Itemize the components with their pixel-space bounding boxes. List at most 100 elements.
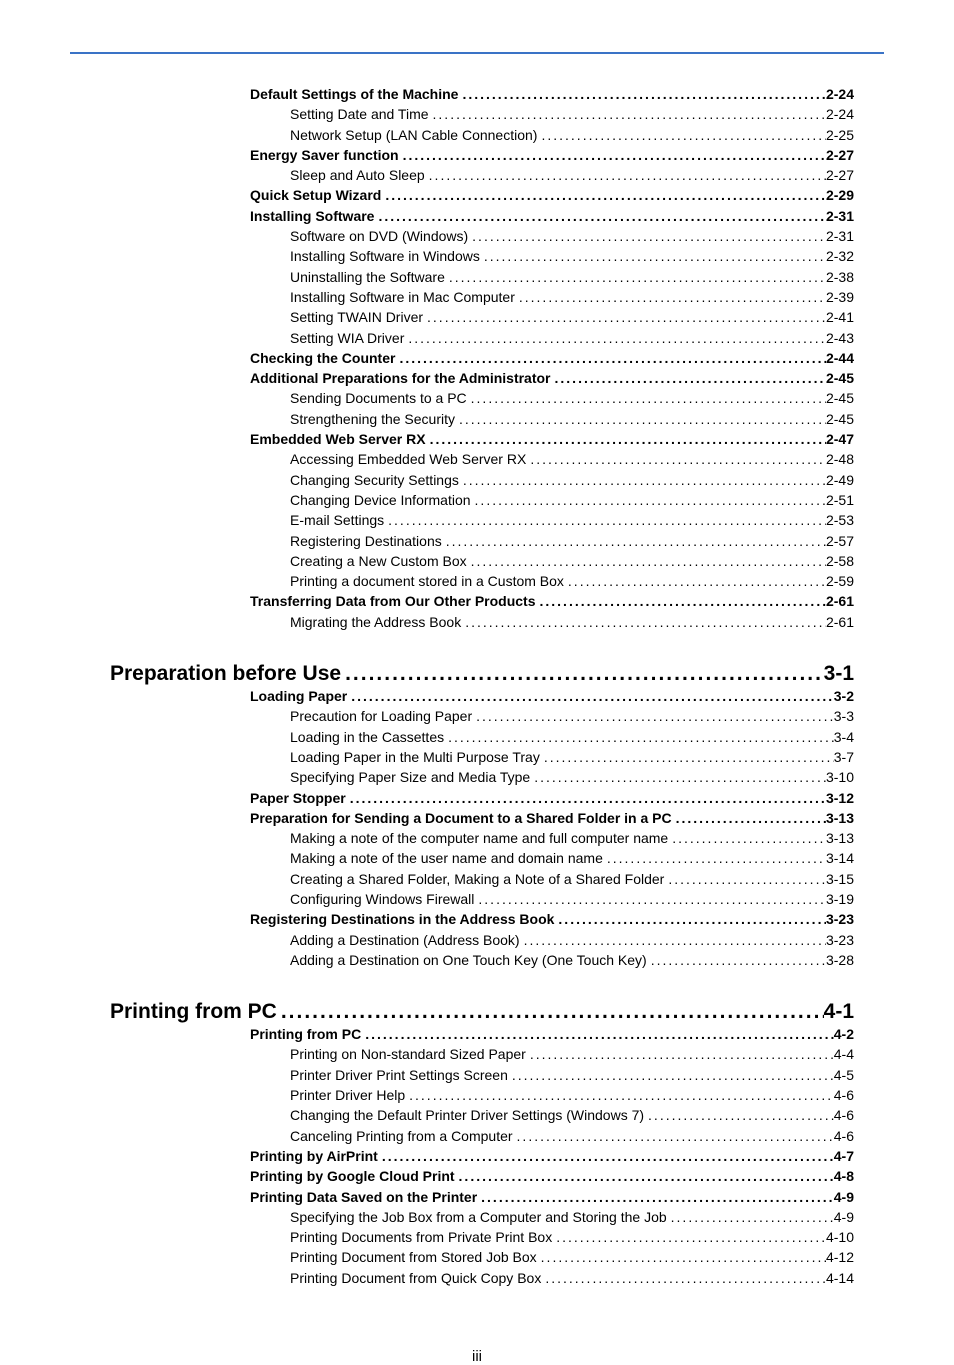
toc-entry-page: 3-23 — [826, 909, 854, 929]
toc-entry-l2: Sleep and Auto Sleep ...................… — [250, 165, 854, 185]
toc-entry-page: 3-28 — [826, 950, 854, 970]
toc-entry-page: 2-24 — [826, 104, 854, 124]
toc-entry-l1: Energy Saver function ..................… — [250, 145, 854, 165]
leader-dots: ........................................… — [444, 727, 834, 747]
toc-entry-title: Embedded Web Server RX — [250, 429, 426, 449]
leader-dots: ........................................… — [426, 429, 826, 449]
toc-entry-l2: Canceling Printing from a Computer .....… — [250, 1126, 854, 1146]
leader-dots: ........................................… — [423, 307, 826, 327]
toc-entry-l2: Making a note of the user name and domai… — [250, 848, 854, 868]
toc-entry-title: Transferring Data from Our Other Product… — [250, 591, 536, 611]
toc-entry-page: 4-9 — [834, 1207, 854, 1227]
leader-dots: ........................................… — [552, 1227, 826, 1247]
leader-dots: ........................................… — [395, 348, 826, 368]
leader-dots: ........................................… — [461, 612, 826, 632]
leader-dots: ........................................… — [455, 1166, 834, 1186]
toc-section: 4Printing from PC ......................… — [110, 1000, 854, 1288]
toc-entry-title: Printing Document from Quick Copy Box — [290, 1268, 541, 1288]
toc-entry-l1: Printing by AirPrint ...................… — [250, 1146, 854, 1166]
toc-entry-title: Loading Paper — [250, 686, 347, 706]
toc-entry-page: 3-13 — [826, 808, 854, 828]
toc-entry-title: E-mail Settings — [290, 510, 384, 530]
toc-entry-title: Registering Destinations in the Address … — [250, 909, 554, 929]
leader-dots: ........................................… — [468, 226, 826, 246]
toc-entry-title: Making a note of the computer name and f… — [290, 828, 668, 848]
toc-entry-l2: Precaution for Loading Paper ...........… — [250, 706, 854, 726]
page-number: iii — [0, 1348, 954, 1365]
leader-dots: ........................................… — [537, 1247, 826, 1267]
toc-entry-l2: Accessing Embedded Web Server RX .......… — [250, 449, 854, 469]
toc-entry-page: 4-6 — [834, 1105, 854, 1125]
toc-entry-l2: Uninstalling the Software ..............… — [250, 267, 854, 287]
toc-entry-l1: Checking the Counter ...................… — [250, 348, 854, 368]
toc-entry-l2: Printer Driver Print Settings Screen ...… — [250, 1065, 854, 1085]
leader-dots: ........................................… — [442, 531, 826, 551]
leader-dots: ........................................… — [474, 889, 826, 909]
toc-section: Default Settings of the Machine ........… — [110, 84, 854, 632]
toc-entry-page: 2-39 — [826, 287, 854, 307]
toc-entry-page: 4-6 — [834, 1126, 854, 1146]
toc-entry-page: 4-5 — [834, 1065, 854, 1085]
toc-entry-page: 4-12 — [826, 1247, 854, 1267]
toc-entry-page: 3-3 — [834, 706, 854, 726]
toc-entries: Default Settings of the Machine ........… — [250, 84, 854, 632]
toc-entry-l2: Loading Paper in the Multi Purpose Tray … — [250, 747, 854, 767]
toc-entry-page: 2-45 — [826, 409, 854, 429]
toc-entry-l2: Setting WIA Driver .....................… — [250, 328, 854, 348]
toc-entries: Printing from PC .......................… — [250, 1024, 854, 1288]
toc-entry-l1: Installing Software ....................… — [250, 206, 854, 226]
leader-dots: ........................................… — [445, 267, 826, 287]
toc-entry-l2: Adding a Destination on One Touch Key (O… — [250, 950, 854, 970]
toc-entry-l2: Specifying Paper Size and Media Type ...… — [250, 767, 854, 787]
toc-entry-page: 3-4 — [834, 727, 854, 747]
toc-entry-l2: Loading in the Cassettes ...............… — [250, 727, 854, 747]
toc-entry-title: Installing Software in Windows — [290, 246, 480, 266]
toc-entry-page: 2-43 — [826, 328, 854, 348]
leader-dots: ........................................… — [425, 165, 826, 185]
toc-entry-title: Checking the Counter — [250, 348, 395, 368]
toc-entry-l2: E-mail Settings ........................… — [250, 510, 854, 530]
toc-entry-title: Paper Stopper — [250, 788, 346, 808]
toc-entry-title: Software on DVD (Windows) — [290, 226, 468, 246]
toc-entry-page: 4-9 — [834, 1187, 854, 1207]
toc-entry-page: 2-45 — [826, 388, 854, 408]
toc-entry-l2: Printer Driver Help ....................… — [250, 1085, 854, 1105]
toc-entry-title: Installing Software in Mac Computer — [290, 287, 515, 307]
toc-entry-title: Registering Destinations — [290, 531, 442, 551]
toc-entry-page: 2-49 — [826, 470, 854, 490]
toc-entry-title: Printing by Google Cloud Print — [250, 1166, 455, 1186]
leader-dots: ........................................… — [551, 368, 826, 388]
toc-entry-title: Precaution for Loading Paper — [290, 706, 472, 726]
toc-entry-l1: Printing from PC .......................… — [250, 1024, 854, 1044]
toc-entry-page: 4-10 — [826, 1227, 854, 1247]
toc-entry-title: Network Setup (LAN Cable Connection) — [290, 125, 537, 145]
toc-entry-l2: Printing on Non-standard Sized Paper ...… — [250, 1044, 854, 1064]
toc-entry-title: Creating a New Custom Box — [290, 551, 467, 571]
toc-entry-l1: Printing by Google Cloud Print .........… — [250, 1166, 854, 1186]
leader-dots: ........................................… — [515, 287, 826, 307]
toc-entry-page: 4-4 — [834, 1044, 854, 1064]
toc-entry-l1: Paper Stopper ..........................… — [250, 788, 854, 808]
toc-entry-l2: Changing Device Information ............… — [250, 490, 854, 510]
toc-entry-title: Making a note of the user name and domai… — [290, 848, 603, 868]
leader-dots: ........................................… — [667, 1207, 834, 1227]
leader-dots: ........................................… — [455, 409, 826, 429]
toc-entry-page: 2-31 — [826, 206, 854, 226]
toc-entry-page: 2-29 — [826, 185, 854, 205]
toc-entry-l2: Sending Documents to a PC ..............… — [250, 388, 854, 408]
chapter-heading-row: 4Printing from PC ......................… — [110, 1000, 854, 1024]
toc-entry-page: 2-27 — [826, 145, 854, 165]
leader-dots: ........................................… — [346, 788, 826, 808]
toc-entry-l1: Additional Preparations for the Administ… — [250, 368, 854, 388]
toc-entry-l2: Setting Date and Time ..................… — [250, 104, 854, 124]
leader-dots: ........................................… — [472, 706, 834, 726]
leader-dots: ........................................… — [399, 145, 826, 165]
toc-entry-page: 2-53 — [826, 510, 854, 530]
toc-entry-page: 4-14 — [826, 1268, 854, 1288]
toc-entry-page: 2-27 — [826, 165, 854, 185]
toc-entry-page: 3-10 — [826, 767, 854, 787]
toc-entry-title: Uninstalling the Software — [290, 267, 445, 287]
toc-entry-page: 2-51 — [826, 490, 854, 510]
toc-entry-title: Loading Paper in the Multi Purpose Tray — [290, 747, 540, 767]
leader-dots: ........................................… — [378, 1146, 834, 1166]
